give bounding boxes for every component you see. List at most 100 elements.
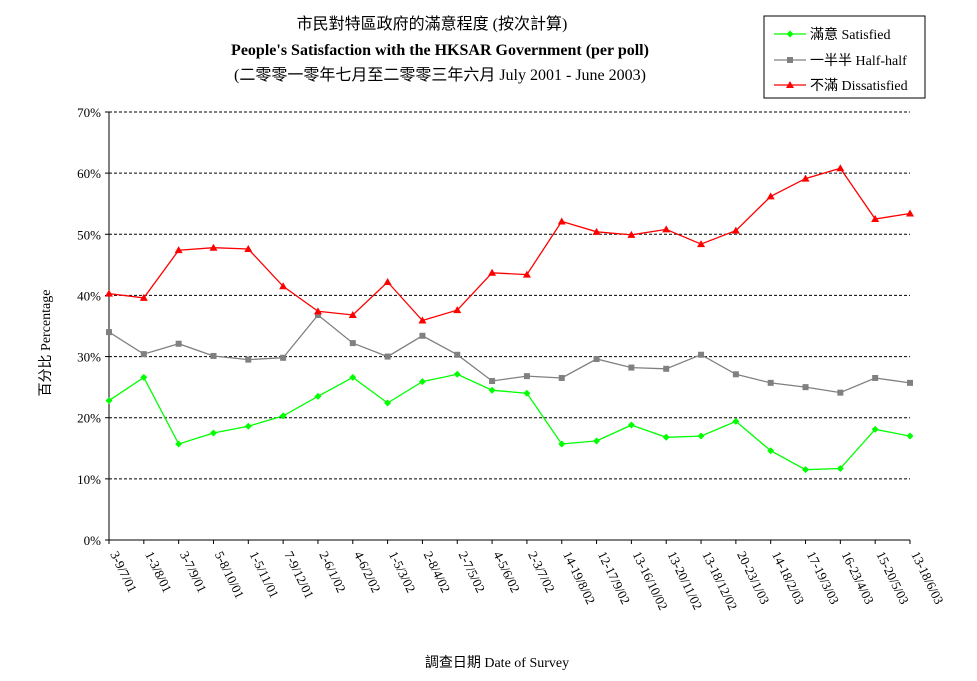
- data-point: [140, 351, 147, 358]
- data-point: [175, 440, 183, 448]
- series-1: [106, 311, 913, 396]
- x-tick-label: 3-9/7/01: [107, 549, 140, 595]
- data-point: [244, 244, 253, 252]
- x-tick-label: 1-3/8/01: [142, 549, 175, 595]
- data-point: [384, 399, 392, 407]
- data-point: [314, 392, 322, 400]
- data-point: [314, 311, 321, 318]
- legend-entry-half-half: 一半半 Half-half: [774, 53, 907, 69]
- series-0: [105, 370, 914, 474]
- x-tick-label: 2-8/4/02: [421, 549, 454, 595]
- x-tick-label: 3-7/9/01: [177, 549, 210, 595]
- data-point: [280, 354, 287, 361]
- data-point: [558, 440, 566, 448]
- legend-entry-dissatisfied: 不滿 Dissatisfied: [774, 78, 908, 94]
- data-point: [209, 243, 218, 251]
- data-point: [767, 447, 775, 455]
- data-point: [453, 370, 461, 378]
- data-point: [383, 277, 392, 285]
- data-point: [698, 351, 705, 358]
- data-point: [802, 384, 809, 391]
- data-point: [592, 227, 601, 235]
- chart-title-english: People's Satisfaction with the HKSAR Gov…: [231, 42, 649, 59]
- data-point: [628, 364, 635, 371]
- x-tick-label: 15-20/5/03: [873, 549, 911, 607]
- data-point: [384, 353, 391, 360]
- legend-marker-half-half: [787, 57, 793, 63]
- data-point: [906, 432, 914, 440]
- data-point: [139, 293, 148, 301]
- y-axis-ticks: 0% 10% 20% 30% 40% 50% 60% 70%: [77, 105, 109, 548]
- chart-title-period: (二零零一零年七月至二零零三年六月 July 2001 - June 2003): [234, 66, 646, 84]
- x-tick-label: 1-5/3/02: [386, 549, 419, 595]
- data-point: [697, 432, 705, 440]
- data-point: [209, 429, 217, 437]
- data-point: [663, 365, 670, 372]
- data-point: [871, 215, 880, 222]
- data-point: [453, 306, 462, 314]
- data-point: [662, 433, 670, 441]
- x-tick-label: 2-3/7/02: [525, 549, 558, 595]
- data-point: [627, 421, 635, 429]
- data-point: [627, 230, 636, 238]
- data-point: [593, 437, 601, 445]
- data-point: [175, 340, 182, 347]
- legend-label-dissatisfied: 不滿 Dissatisfied: [810, 78, 908, 94]
- x-axis-ticks: 3-9/7/01 1-3/8/01 3-7/9/01 5-8/10/01 1-5/11/…: [107, 540, 947, 613]
- y-tick-label: 10%: [77, 472, 101, 487]
- data-point: [106, 329, 112, 336]
- legend-label-satisfied: 滿意 Satisfied: [810, 26, 891, 43]
- legend-entry-satisfied: 滿意 Satisfied: [774, 26, 891, 43]
- grid-lines: [109, 111, 910, 480]
- legend-marker-satisfied: [786, 30, 794, 38]
- data-point: [907, 379, 913, 386]
- data-point: [140, 373, 148, 381]
- data-point: [836, 464, 844, 472]
- x-tick-label: 13-18/6/03: [908, 549, 946, 607]
- series-group: [105, 164, 914, 474]
- legend-label-half-half: 一半半 Half-half: [810, 53, 907, 69]
- y-tick-label: 20%: [77, 411, 101, 426]
- x-tick-label: 2-6/1/02: [316, 549, 349, 595]
- data-point: [418, 316, 427, 324]
- x-tick-label: 17-19/3/03: [804, 549, 842, 607]
- y-tick-label: 60%: [77, 166, 101, 181]
- x-tick-label: 7-9/12/01: [281, 549, 317, 601]
- data-point: [419, 332, 426, 339]
- data-point: [349, 340, 356, 347]
- data-point: [174, 246, 183, 254]
- x-tick-label: 20-23/1/03: [734, 549, 772, 607]
- data-point: [697, 240, 706, 248]
- data-point: [802, 466, 810, 474]
- x-tick-label: 4-6/2/02: [351, 549, 384, 595]
- data-point: [662, 225, 671, 233]
- data-point: [210, 352, 217, 359]
- data-point: [313, 307, 322, 315]
- y-axis-label: 百分比 Percentage: [38, 290, 54, 397]
- data-point: [871, 425, 879, 433]
- data-point: [348, 310, 357, 318]
- data-point: [523, 389, 531, 397]
- data-point: [245, 356, 252, 363]
- data-point: [454, 351, 461, 358]
- data-point: [732, 417, 740, 425]
- data-point: [105, 397, 113, 405]
- data-point: [558, 374, 565, 381]
- data-point: [279, 282, 288, 290]
- data-point: [349, 373, 357, 381]
- y-tick-label: 50%: [77, 227, 101, 242]
- data-point: [522, 270, 531, 278]
- data-point: [837, 389, 844, 396]
- data-point: [105, 289, 113, 297]
- x-tick-label: 13-16/10/02: [630, 549, 671, 613]
- legend-marker-dissatisfied: [786, 81, 794, 88]
- x-tick-label: 14-19/8/02: [560, 549, 598, 607]
- data-point: [872, 374, 879, 381]
- data-point: [766, 192, 775, 200]
- y-tick-label: 70%: [77, 105, 101, 120]
- x-tick-label: 13-18/12/02: [699, 549, 740, 613]
- series-line: [108, 314, 911, 394]
- data-point: [523, 373, 530, 380]
- x-tick-label: 4-5/6/02: [490, 549, 523, 595]
